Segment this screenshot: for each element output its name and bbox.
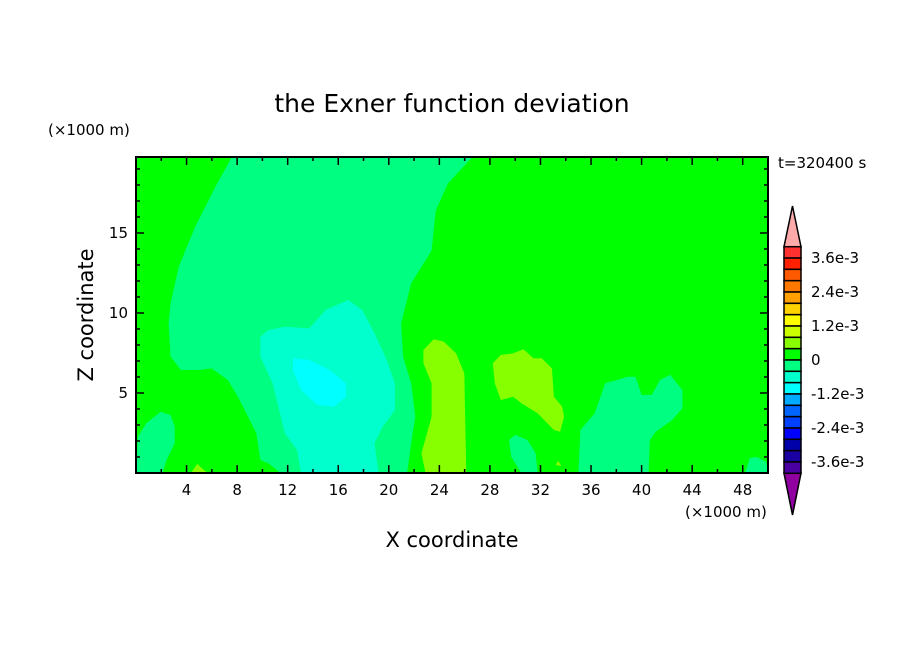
colorbar-band-16 xyxy=(783,427,802,441)
x-tick-label: 20 xyxy=(379,481,398,499)
colorbar-band-10 xyxy=(783,359,802,373)
colorbar-tick-label: 2.4e-3 xyxy=(811,283,859,301)
contour-region-5 xyxy=(492,349,565,432)
colorbar-tick-label: -3.6e-3 xyxy=(811,453,864,471)
y-tick-label: 10 xyxy=(109,304,128,322)
colorbar-band-2 xyxy=(783,268,802,282)
x-axis-label: X coordinate xyxy=(385,528,518,552)
x-tick-label: 4 xyxy=(182,481,192,499)
x-tick-label: 44 xyxy=(683,481,702,499)
x-tick-label: 48 xyxy=(733,481,752,499)
colorbar-band-19 xyxy=(783,461,802,475)
x-tick-label: 8 xyxy=(232,481,242,499)
colorbar-band-12 xyxy=(783,381,802,395)
y-tick-label: 15 xyxy=(109,224,128,242)
plot-frame xyxy=(135,156,769,474)
colorbar-band-7 xyxy=(783,325,802,339)
x-tick-label: 36 xyxy=(581,481,600,499)
colorbar-band-18 xyxy=(783,449,802,463)
colorbar-tick-label: 3.6e-3 xyxy=(811,249,859,267)
x-tick-label: 24 xyxy=(430,481,449,499)
contour-region-0 xyxy=(168,157,473,473)
colorbar-band-5 xyxy=(783,302,802,316)
colorbar-tick-label: -2.4e-3 xyxy=(811,419,864,437)
contour-region-6 xyxy=(191,464,208,473)
y-unit-label: (×1000 m) xyxy=(48,121,130,139)
colorbar-band-15 xyxy=(783,415,802,429)
x-tick-label: 28 xyxy=(480,481,499,499)
colorbar-band-8 xyxy=(783,336,802,350)
colorbar-tick-label: 0 xyxy=(811,351,821,369)
colorbar-band-11 xyxy=(783,370,802,384)
chart-title: the Exner function deviation xyxy=(274,89,629,118)
colorbar-band-1 xyxy=(783,257,802,271)
x-unit-label: (×1000 m) xyxy=(685,503,767,521)
colorbar-band-6 xyxy=(783,313,802,327)
colorbar-band-4 xyxy=(783,291,802,305)
colorbar-band-13 xyxy=(783,393,802,407)
contour-region-9 xyxy=(509,434,538,473)
plot-area xyxy=(136,157,768,473)
colorbar-tick-label: -1.2e-3 xyxy=(811,385,864,403)
colorbar-band-14 xyxy=(783,404,802,418)
y-tick-label: 5 xyxy=(118,384,128,402)
colorbar-band-17 xyxy=(783,438,802,452)
x-tick-label: 40 xyxy=(632,481,651,499)
time-label: t=320400 s xyxy=(778,154,866,172)
colorbar: 3.6e-3 2.4e-3 1.2e-3 0 -1.2e-3 -2.4e-3 -3.6e-3 xyxy=(783,205,864,516)
y-axis-label: Z coordinate xyxy=(74,248,98,381)
colorbar-tick-label: 1.2e-3 xyxy=(811,317,859,335)
colorbar-band-3 xyxy=(783,279,802,293)
x-tick-label: 32 xyxy=(531,481,550,499)
x-tick-label: 16 xyxy=(329,481,348,499)
contour-region-8 xyxy=(578,374,683,473)
contour-region-4 xyxy=(421,339,467,473)
colorbar-band-0 xyxy=(783,245,802,259)
contour-region-1 xyxy=(136,411,175,473)
colorbar-band-9 xyxy=(783,347,802,361)
contour-region-3 xyxy=(293,358,346,407)
x-tick-label: 12 xyxy=(278,481,297,499)
contour-region-10 xyxy=(745,456,768,473)
contour-region-7 xyxy=(555,460,562,466)
